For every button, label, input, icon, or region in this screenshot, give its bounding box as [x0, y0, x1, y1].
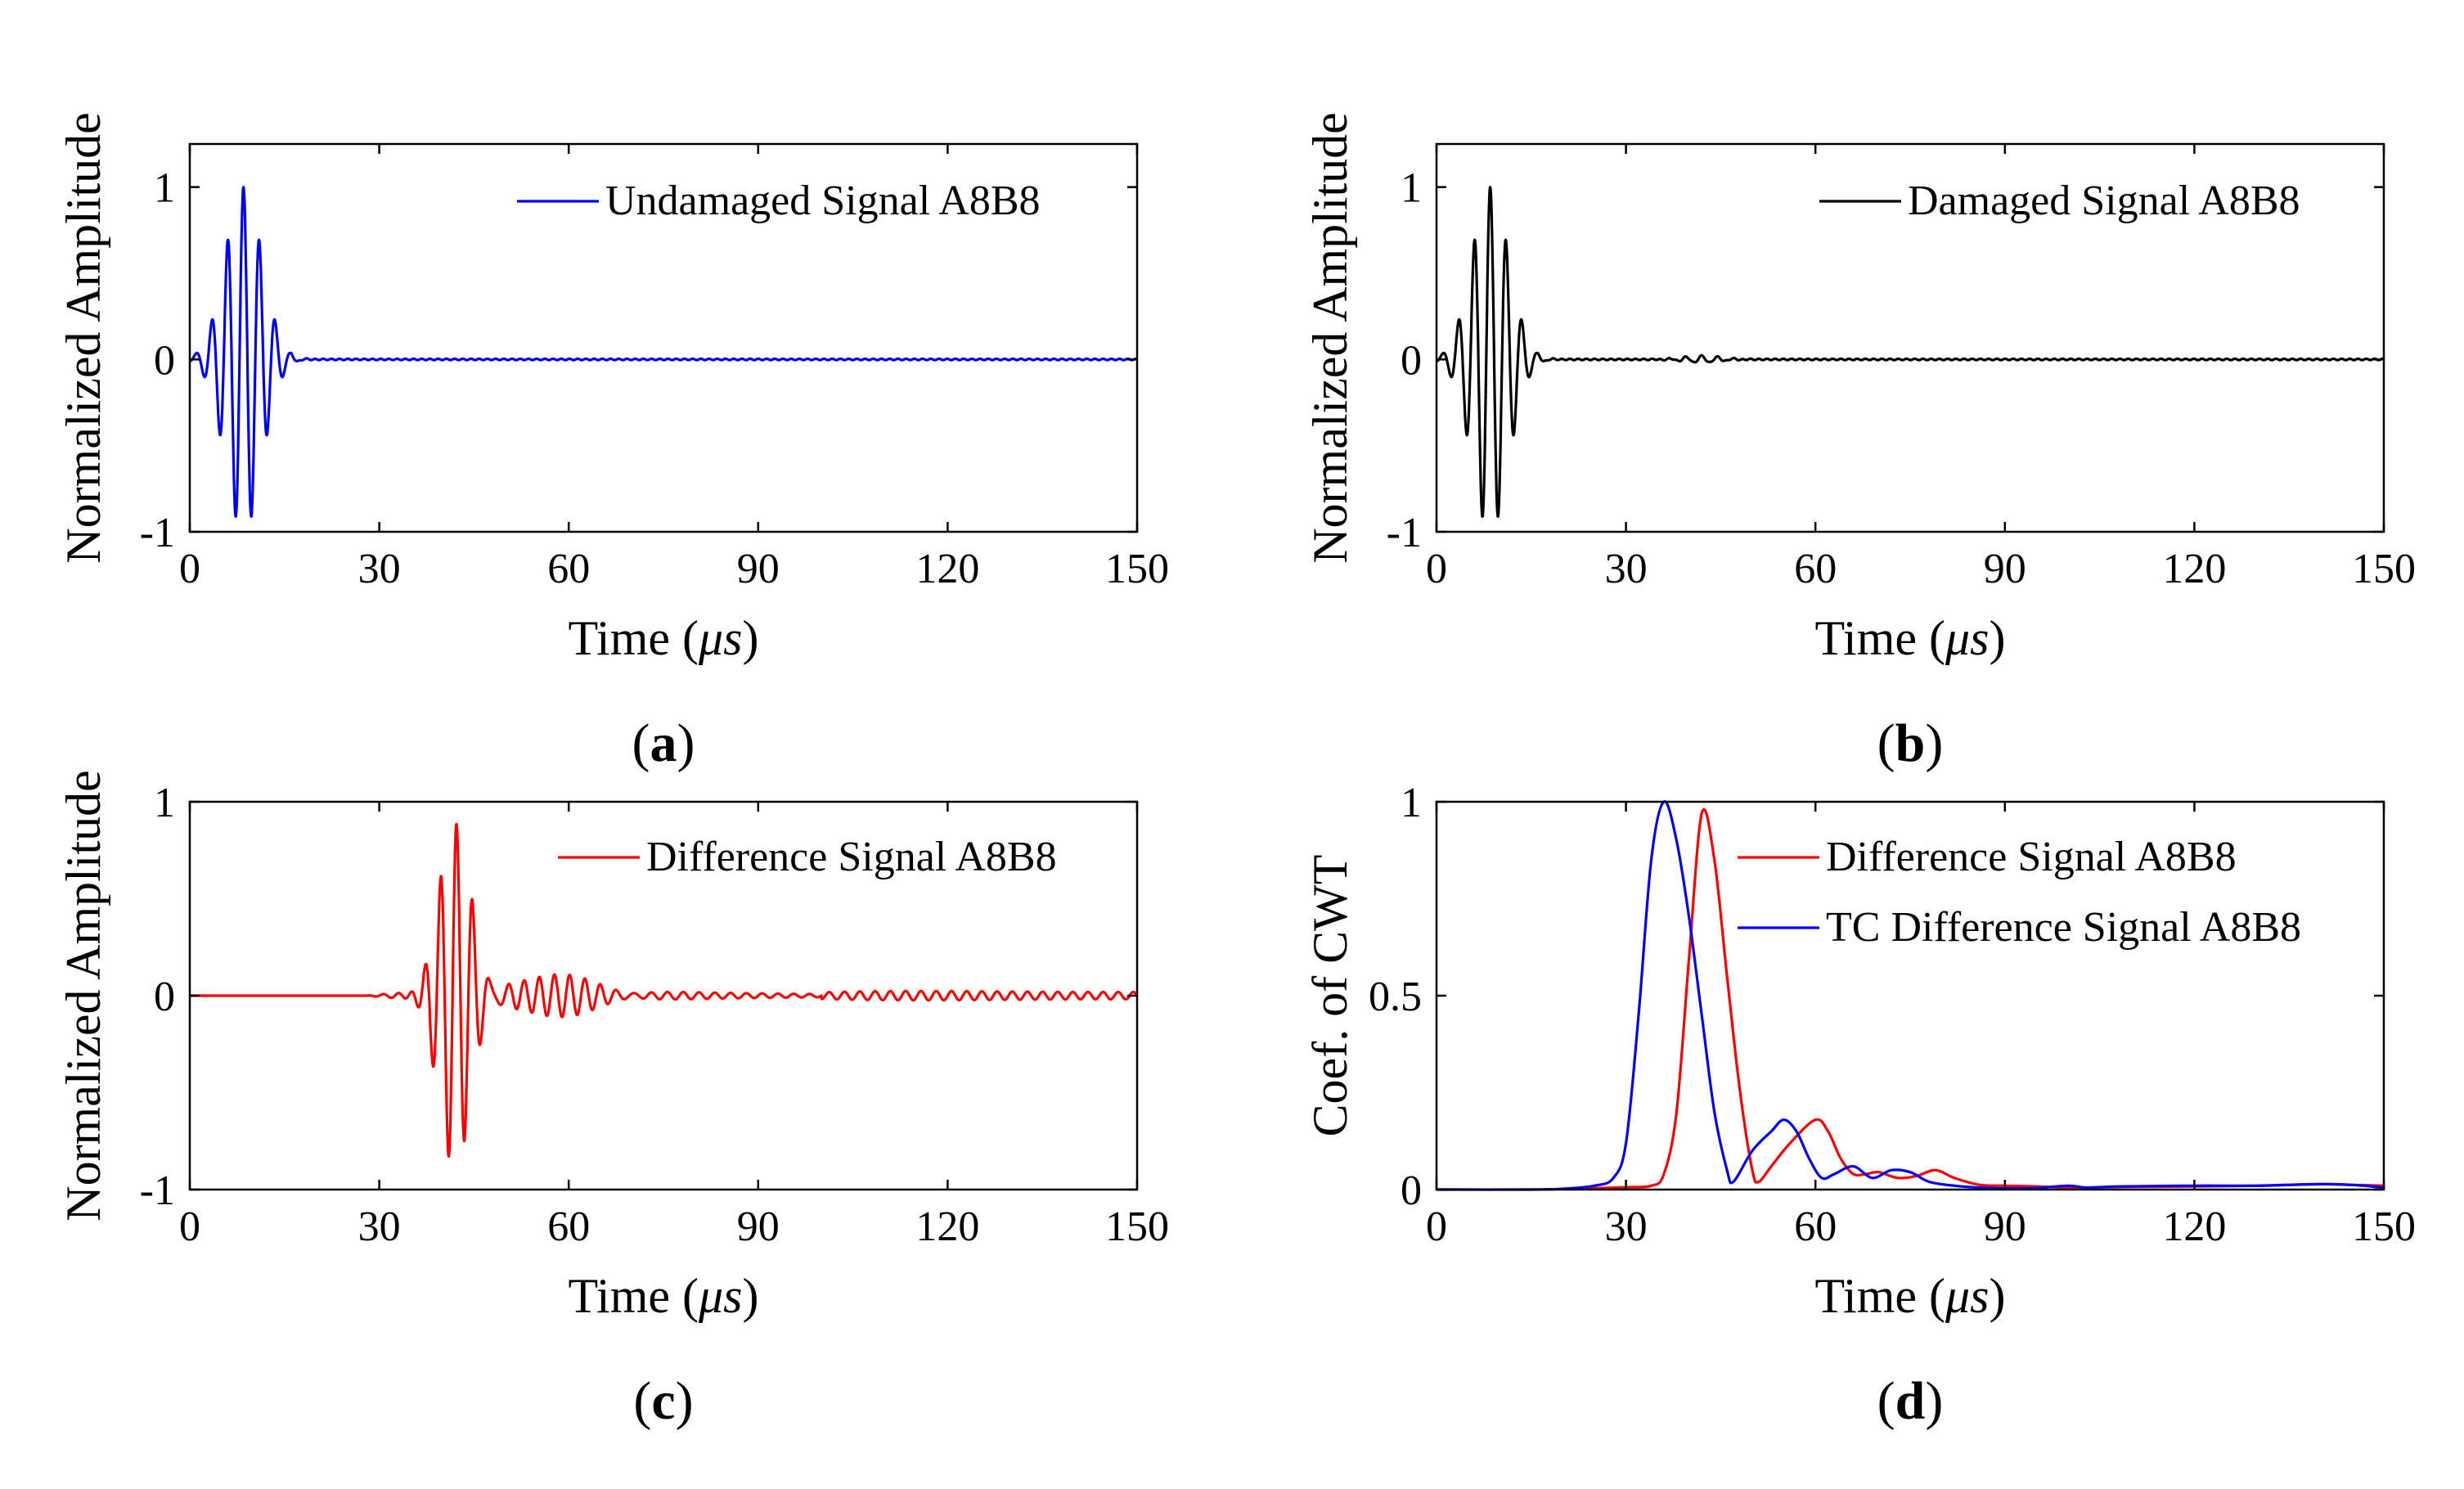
- panel-label-close: ): [677, 713, 695, 773]
- panel-d: 0 30 60 90 120 150 0 0.5 1 Time (μs) Coef. of CWT D…: [1303, 780, 2416, 1431]
- y-axis-label: Normalized Amplitude: [56, 770, 110, 1221]
- x-tick-label: 120: [2162, 546, 2226, 592]
- panel-label-letter: a: [650, 713, 677, 773]
- x-tick-label: 90: [1984, 546, 2026, 592]
- series-line-c-0: [190, 822, 1137, 1158]
- x-tick-label: 30: [1605, 546, 1648, 592]
- y-tick-label: 1: [154, 780, 175, 826]
- y-tick-label: 1: [154, 165, 175, 212]
- x-tick-label: 90: [1984, 1203, 2026, 1250]
- x-axis-label: Time (μs): [569, 1269, 759, 1323]
- panel-label-open: (: [1877, 713, 1895, 773]
- legend-label: Difference Signal A8B8: [646, 834, 1057, 880]
- x-axis-label-text: Time (: [1815, 611, 1946, 665]
- series-line-a-0: [190, 186, 1137, 518]
- x-tick-label: 60: [1794, 1203, 1837, 1250]
- panel-label-letter: c: [651, 1371, 675, 1431]
- y-axis-label: Normalized Amplitude: [1303, 112, 1357, 564]
- panel-label-letter: b: [1895, 713, 1926, 773]
- panel-label: (d): [1877, 1371, 1944, 1431]
- x-tick-label: 60: [547, 1203, 590, 1250]
- series-line-b-0: [1437, 186, 2384, 518]
- x-axis-label-unit: μs: [698, 1269, 742, 1323]
- plot-frame: [1435, 142, 2385, 533]
- panel-label: (b): [1877, 713, 1944, 773]
- y-tick-label: -1: [140, 510, 175, 556]
- x-axis-label-text: Time (: [569, 1269, 699, 1323]
- y-axis-label: Normalized Amplitude: [56, 112, 110, 564]
- x-axis-label-text: Time (: [569, 611, 699, 665]
- panel-label: (c): [633, 1371, 693, 1431]
- panel-label-close: ): [676, 1371, 694, 1431]
- x-tick-label: 0: [179, 546, 200, 592]
- legend-label: Undamaged Signal A8B8: [605, 178, 1041, 224]
- x-tick-label: 150: [1105, 546, 1169, 592]
- y-tick-label: -1: [1387, 510, 1422, 556]
- panel-label-letter: d: [1895, 1371, 1926, 1431]
- x-tick-label: 60: [1794, 546, 1837, 592]
- x-axis-label-close: ): [742, 1269, 758, 1323]
- x-axis-label-close: ): [1989, 611, 2005, 665]
- plot-frame: [188, 142, 1139, 533]
- x-tick-label: 150: [2352, 546, 2416, 592]
- x-axis-label-close: ): [1989, 1269, 2005, 1323]
- x-tick-label: 0: [179, 1203, 200, 1250]
- y-tick-label: 0.5: [1369, 974, 1422, 1020]
- x-axis-label-unit: μs: [1945, 611, 1989, 665]
- x-axis-label: Time (μs): [569, 611, 759, 665]
- panel-label: (a): [632, 713, 695, 773]
- legend-label: TC Difference Signal A8B8: [1826, 904, 2301, 951]
- x-axis-label-text: Time (: [1815, 1269, 1946, 1323]
- x-axis-label-unit: μs: [698, 611, 742, 665]
- x-tick-label: 90: [737, 1203, 780, 1250]
- x-tick-label: 30: [358, 1203, 401, 1250]
- x-tick-label: 0: [1426, 546, 1447, 592]
- y-tick-label: 0: [1401, 1167, 1422, 1214]
- panel-label-open: (: [1877, 1371, 1895, 1431]
- x-tick-label: 30: [358, 546, 401, 592]
- y-tick-label: 0: [154, 974, 175, 1020]
- x-tick-label: 120: [2162, 1203, 2226, 1250]
- x-tick-label: 0: [1426, 1203, 1447, 1250]
- legend-label: Damaged Signal A8B8: [1908, 178, 2300, 224]
- x-tick-label: 150: [2352, 1203, 2416, 1250]
- legend-label: Difference Signal A8B8: [1826, 834, 2237, 880]
- x-axis-label-unit: μs: [1945, 1269, 1989, 1323]
- x-tick-label: 150: [1105, 1203, 1169, 1250]
- x-tick-label: 120: [915, 1203, 979, 1250]
- panel-label-open: (: [632, 713, 650, 773]
- panel-label-close: ): [1925, 713, 1943, 773]
- x-axis-label-close: ): [742, 611, 758, 665]
- x-tick-label: 60: [547, 546, 590, 592]
- panel-label-close: ): [1925, 1371, 1943, 1431]
- series-line-d-1: [1437, 800, 2384, 1191]
- x-axis-label: Time (μs): [1815, 1269, 2006, 1323]
- y-tick-label: 1: [1401, 780, 1422, 826]
- y-tick-label: -1: [140, 1167, 175, 1214]
- y-tick-label: 0: [154, 337, 175, 384]
- panel-label-open: (: [633, 1371, 651, 1431]
- y-tick-label: 1: [1401, 165, 1422, 212]
- x-tick-label: 90: [737, 546, 780, 592]
- x-tick-label: 30: [1605, 1203, 1648, 1250]
- y-axis-label: Coef. of CWT: [1303, 855, 1357, 1137]
- x-tick-label: 120: [915, 546, 979, 592]
- y-tick-label: 0: [1401, 337, 1422, 384]
- x-axis-label: Time (μs): [1815, 611, 2006, 665]
